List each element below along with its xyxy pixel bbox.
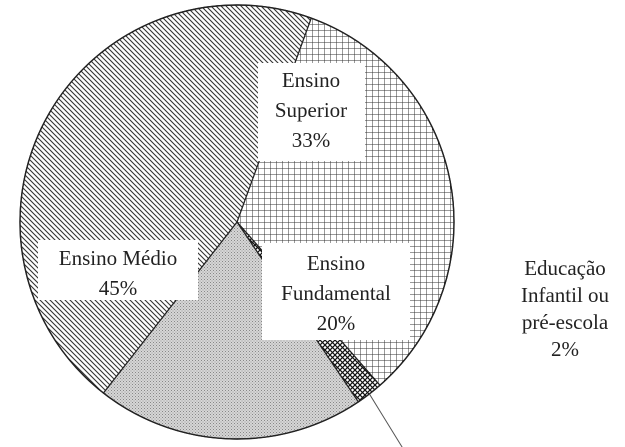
pie-labels: Ensino Superior 33% Educação Infantil ou pré-… <box>38 63 610 447</box>
slice-label-line: Ensino <box>307 251 365 275</box>
slice-label-line: Superior <box>275 98 347 122</box>
slice-label-ensino-m-dio: Ensino Médio 45% <box>38 240 198 300</box>
label-background <box>262 243 410 340</box>
slice-label-ensino-fundamental: Ensino Fundamental 20% <box>262 243 410 340</box>
leader-line <box>368 393 403 447</box>
slice-label-educa-o-infantil-ou-pr-escola: Educação Infantil ou pré-escola 2% <box>521 256 610 361</box>
pie-slices <box>19 4 455 440</box>
slice-label-line: Ensino Médio <box>59 246 177 270</box>
slice-label-line: 45% <box>99 276 138 300</box>
slice-label-line: 20% <box>317 311 356 335</box>
slice-label-ensino-superior: Ensino Superior 33% <box>258 63 365 161</box>
slice-label-line: 33% <box>292 128 331 152</box>
pie-outline <box>19 4 455 440</box>
slice-label-line: pré-escola <box>522 310 609 334</box>
slice-label-line: Fundamental <box>281 281 391 305</box>
slice-label-line: Educação <box>524 256 606 280</box>
slice-label-line: Infantil ou <box>521 283 610 307</box>
slice-label-line: Ensino <box>282 68 340 92</box>
label-background <box>258 63 365 161</box>
slice-label-line: 2% <box>551 337 579 361</box>
label-background <box>38 240 198 300</box>
